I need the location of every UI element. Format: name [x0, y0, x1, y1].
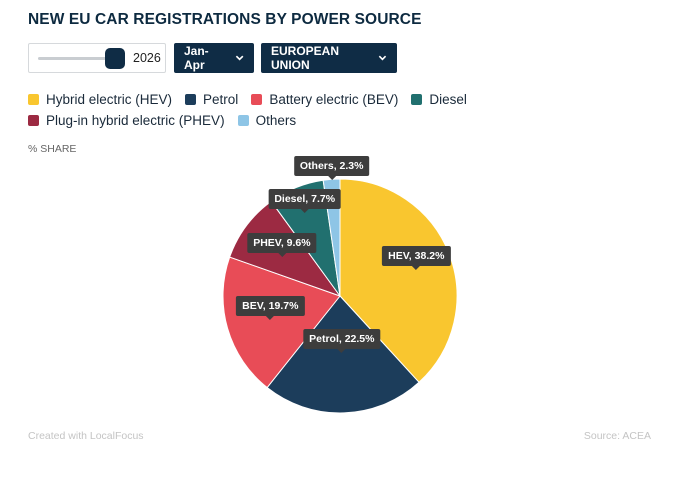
region-dropdown-label: EUROPEAN UNION [271, 44, 340, 72]
legend-item[interactable]: Hybrid electric (HEV) [28, 91, 172, 107]
legend-item[interactable]: Others [237, 112, 297, 128]
pie-slice[interactable] [222, 256, 341, 389]
chevron-down-icon [378, 55, 387, 61]
chart-title: NEW EU CAR REGISTRATIONS BY POWER SOURCE [28, 11, 422, 28]
legend-item[interactable]: Petrol [185, 91, 238, 107]
region-dropdown[interactable]: EUROPEAN UNION [261, 43, 397, 73]
legend-item[interactable]: Plug-in hybrid electric (PHEV) [28, 112, 225, 128]
legend-item[interactable]: Diesel [411, 91, 467, 107]
legend-label: Hybrid electric (HEV) [46, 91, 173, 107]
period-dropdown-label: Jan-Apr [184, 44, 209, 72]
legend-swatch [251, 93, 263, 105]
slice-label: PHEV, 9.6% [247, 232, 317, 257]
legend-swatch [28, 114, 39, 126]
year-value: 2026 [133, 51, 161, 65]
legend-label: Others [255, 112, 297, 128]
legend-swatch [237, 114, 249, 126]
unit-label: % SHARE [28, 143, 77, 155]
legend-label: Diesel [429, 91, 467, 107]
pie-slice[interactable] [266, 295, 420, 414]
slice-label: BEV, 19.7% [236, 296, 305, 320]
slice-label: HEV, 38.2% [382, 246, 451, 271]
legend-label: Plug-in hybrid electric (PHEV) [46, 112, 225, 128]
source-text: Source: ACEA [583, 430, 651, 442]
period-dropdown[interactable]: Jan-Apr [174, 43, 254, 73]
legend-swatch [411, 93, 423, 105]
slice-label: Diesel, 7.7% [268, 189, 342, 214]
slice-label: Others, 2.3% [293, 155, 370, 180]
year-slider[interactable]: 2026 [28, 43, 166, 73]
slider-track[interactable] [38, 57, 120, 60]
legend-item[interactable]: Battery electric (BEV) [251, 91, 398, 107]
chevron-down-icon [235, 55, 244, 61]
legend-swatch [185, 93, 197, 105]
legend-label: Battery electric (BEV) [269, 91, 399, 107]
legend-label: Petrol [203, 91, 239, 107]
credit-text: Created with LocalFocus [28, 430, 144, 442]
slider-handle[interactable] [105, 48, 125, 69]
legend-swatch [28, 93, 39, 105]
slice-label: Petrol, 22.5% [303, 328, 381, 353]
chart-legend: Hybrid electric (HEV) Petrol Battery elect… [28, 91, 658, 128]
